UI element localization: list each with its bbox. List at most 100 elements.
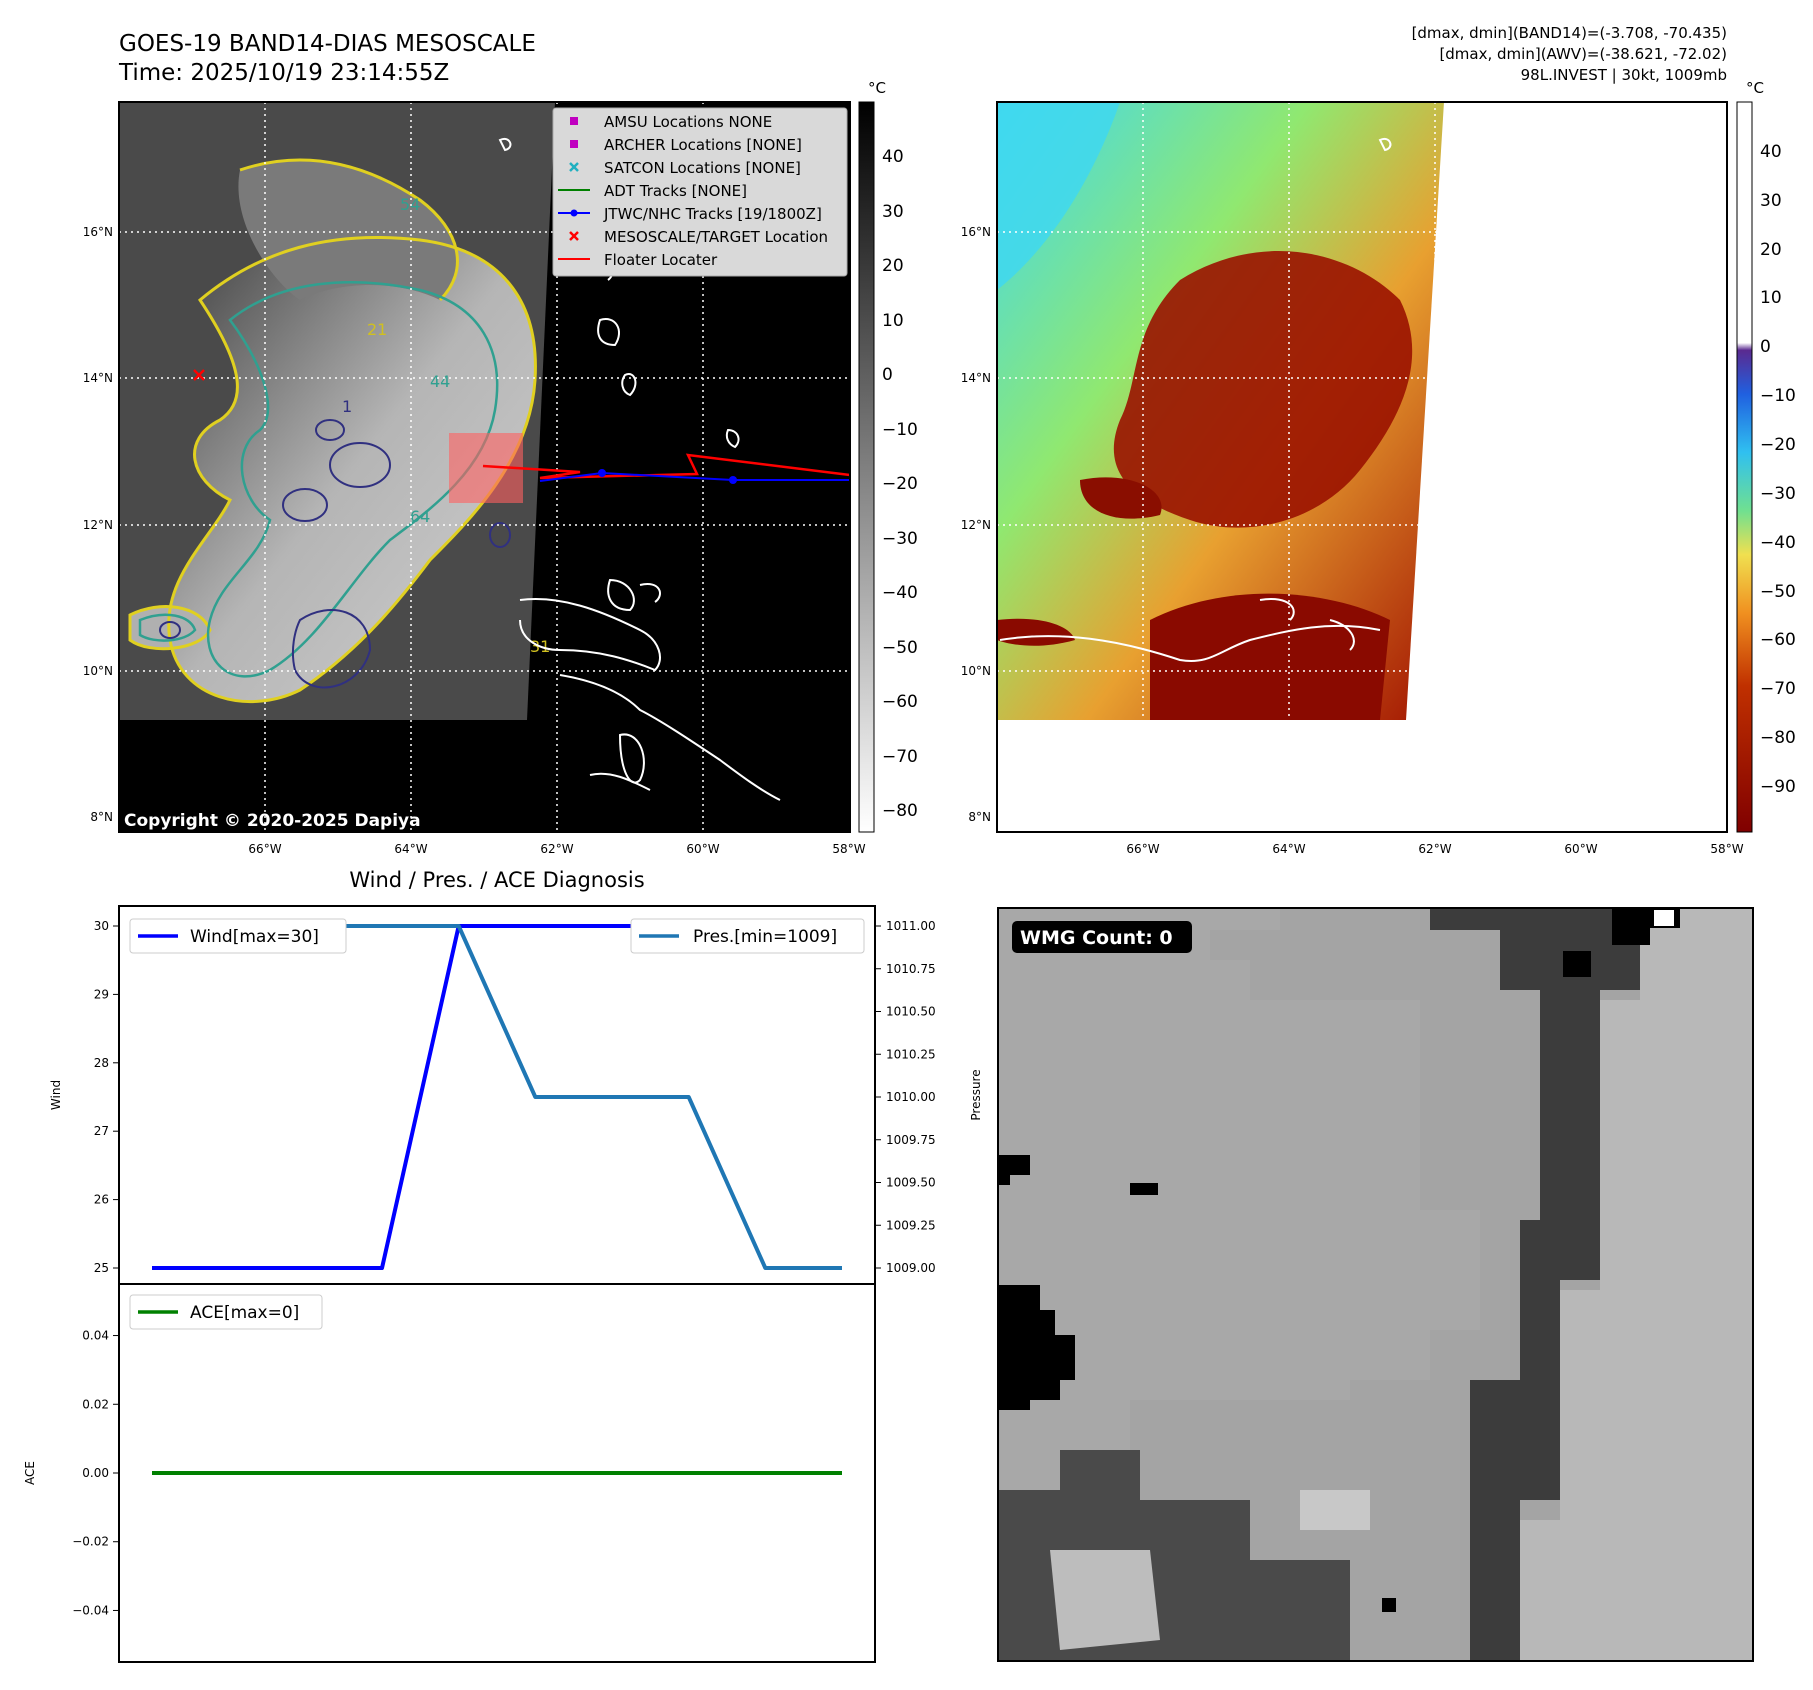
ir-cb-tick: 30 (882, 202, 904, 222)
awv-dry-core (1113, 251, 1413, 528)
copyright-text: Copyright © 2020-2025 Dapiya (124, 811, 421, 831)
wmg-count-label: WMG Count: 0 (1020, 927, 1173, 949)
contour-label-1: 1 (342, 397, 352, 416)
legend-satcon-marker (569, 162, 579, 172)
cloud-mass (168, 237, 536, 702)
ace-chart: 0.04 0.02 0.00 −0.02 −0.04 ACE ACE[max=0] (23, 1283, 876, 1663)
awv-cb-tick: −90 (1760, 777, 1796, 797)
floater-locater-track (482, 453, 850, 480)
wmg-white-pixel (1654, 910, 1674, 926)
awv-cb-tick: 30 (1760, 191, 1782, 211)
wmg-black-pixel (1130, 1183, 1158, 1195)
legend-target-marker (569, 231, 579, 241)
awv-cb-tick: −30 (1760, 484, 1796, 504)
ir-cb-tick: −50 (882, 638, 918, 658)
jtwc-track-point (729, 476, 737, 484)
wind-y-tick-label: 25 (94, 1261, 109, 1275)
legend-floater-label: Floater Locater (604, 251, 718, 269)
ace-legend: ACE[max=0] (129, 1294, 323, 1330)
jtwc-track-point (598, 469, 606, 477)
pressure-legend: Pres.[min=1009] (630, 918, 865, 954)
awv-dry-west (1080, 477, 1162, 519)
awv-lon-label-64w: 64°W (1272, 842, 1305, 856)
pressure-y-tick-label: 1009.75 (886, 1133, 936, 1147)
wmg-panel: WMG Count: 0 (998, 908, 1753, 1661)
awv-map-frame (996, 101, 1728, 833)
lon-label-62w: 62°W (540, 842, 573, 856)
lat-label-16n: 16°N (83, 225, 113, 239)
wmg-black-pixel-s (1382, 1598, 1396, 1612)
wmg-black-patch-west (998, 1285, 1075, 1410)
pressure-y-tick-label: 1010.00 (886, 1090, 936, 1104)
legend-amsu-marker (570, 117, 578, 125)
ir-cb-tick: −70 (882, 747, 918, 767)
wmg-count-badge (1012, 921, 1192, 953)
ir-colorbar-ticks: 40 30 20 10 0 −10 −20 −30 −40 −50 −60 −7… (882, 147, 918, 821)
pressure-legend-label: Pres.[min=1009] (693, 927, 837, 947)
ir-cb-tick: −20 (882, 474, 918, 494)
ace-legend-box (129, 1294, 323, 1330)
ace-y-tick-label: 0.04 (82, 1329, 109, 1343)
wmg-frame (997, 907, 1754, 1662)
mesoscale-target-marker (193, 369, 205, 381)
awv-map-panel (997, 102, 1727, 832)
pressure-y-tick-label: 1010.75 (886, 962, 936, 976)
awv-cb-tick: −70 (1760, 679, 1796, 699)
figure-time: Time: 2025/10/19 23:14:55Z (118, 60, 449, 86)
contour-label-44: 44 (430, 372, 450, 391)
awv-cb-tick: −10 (1760, 386, 1796, 406)
wind-y-tick-label: 29 (94, 987, 109, 1001)
jtwc-nhc-track (539, 471, 850, 482)
legend-target-label: MESOSCALE/TARGET Location (604, 228, 828, 246)
awv-lon-label-58w: 58°W (1710, 842, 1743, 856)
contour-label-64: 64 (410, 507, 430, 526)
lat-label-8n: 8°N (90, 810, 113, 824)
legend-archer-marker (570, 140, 578, 148)
info-band14: [dmax, dmin](BAND14)=(-3.708, -70.435) (1412, 24, 1727, 42)
wind-pressure-chart: 30 29 28 27 26 25 1011.00 1010.75 1010.50 1010.2… (49, 905, 983, 1285)
lon-label-58w: 58°W (832, 842, 865, 856)
wmg-black-pixel-ne (1563, 951, 1591, 977)
awv-dry-south (1150, 593, 1390, 720)
info-awv: [dmax, dmin](AWV)=(-38.621, -72.02) (1439, 45, 1727, 63)
ir-cb-tick: −40 (882, 583, 918, 603)
awv-cb-tick: −20 (1760, 435, 1796, 455)
ir-colorbar: °C 40 30 20 10 0 −10 −20 −30 −40 −50 −60… (858, 79, 918, 833)
ace-y-ticks: 0.04 0.02 0.00 −0.02 −0.04 (72, 1329, 119, 1617)
ir-colorbar-bar (858, 101, 875, 833)
wind-y-tick-label: 30 (94, 919, 109, 933)
awv-cb-tick: 40 (1760, 142, 1782, 162)
ir-map-lon-labels: 66°W 64°W 62°W 60°W 58°W (248, 842, 865, 856)
awv-lat-label-14n: 14°N (961, 371, 991, 385)
pressure-y-tick-label: 1011.00 (886, 919, 936, 933)
ir-cb-tick: 20 (882, 256, 904, 276)
ace-y-tick-label: 0.02 (82, 1397, 109, 1411)
awv-lat-label-16n: 16°N (961, 225, 991, 239)
ir-cb-tick: −30 (882, 529, 918, 549)
wmg-region-light (1520, 908, 1753, 1660)
awv-lat-label-10n: 10°N (961, 664, 991, 678)
contour-label-21: 21 (367, 320, 387, 339)
wmg-region-light-patch (1300, 1490, 1370, 1530)
wmg-black-patch-small (998, 1155, 1030, 1185)
awv-cb-tick: 10 (1760, 288, 1782, 308)
wind-y-ticks: 30 29 28 27 26 25 (94, 919, 119, 1275)
diagnosis-title: Wind / Pres. / ACE Diagnosis (349, 868, 644, 892)
lat-label-14n: 14°N (83, 371, 113, 385)
legend-jtwc-label: JTWC/NHC Tracks [19/1800Z] (603, 205, 822, 223)
wind-legend-box (129, 918, 347, 954)
cloud-band-north (238, 160, 458, 300)
legend-archer-label: ARCHER Locations [NONE] (604, 136, 802, 154)
lon-label-64w: 64°W (394, 842, 427, 856)
info-storm: 98L.INVEST | 30kt, 1009mb (1521, 66, 1727, 84)
awv-moist-north (997, 102, 1120, 290)
ace-axis-label: ACE (23, 1461, 37, 1485)
awv-cb-tick: 0 (1760, 337, 1771, 357)
map-legend: AMSU Locations NONE ARCHER Locations [NO… (552, 107, 848, 277)
pressure-y-ticks: 1011.00 1010.75 1010.50 1010.25 1010.00 1009.… (875, 919, 936, 1275)
awv-cb-tick: −60 (1760, 630, 1796, 650)
ir-cb-tick: −60 (882, 692, 918, 712)
contours-navy (159, 419, 511, 689)
pressure-y-tick-label: 1009.25 (886, 1218, 936, 1232)
